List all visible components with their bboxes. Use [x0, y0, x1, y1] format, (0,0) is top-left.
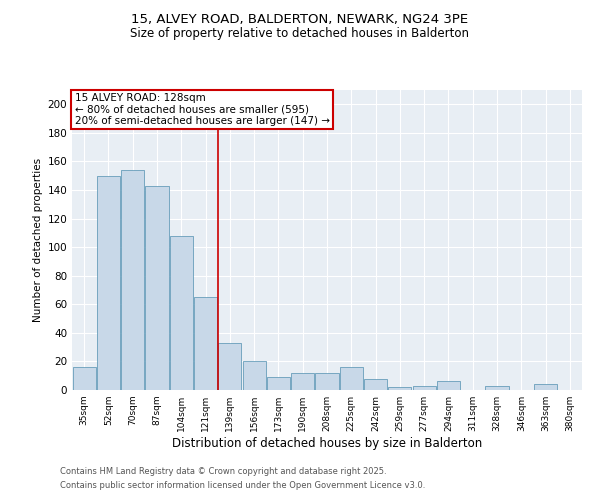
- Text: Contains public sector information licensed under the Open Government Licence v3: Contains public sector information licen…: [60, 481, 425, 490]
- Bar: [485, 386, 509, 390]
- Bar: [316, 373, 338, 390]
- Bar: [437, 382, 460, 390]
- Y-axis label: Number of detached properties: Number of detached properties: [33, 158, 43, 322]
- X-axis label: Distribution of detached houses by size in Balderton: Distribution of detached houses by size …: [172, 437, 482, 450]
- Bar: [97, 176, 120, 390]
- Bar: [73, 367, 95, 390]
- Bar: [413, 386, 436, 390]
- Bar: [388, 387, 412, 390]
- Bar: [291, 373, 314, 390]
- Bar: [267, 377, 290, 390]
- Bar: [218, 343, 241, 390]
- Bar: [145, 186, 169, 390]
- Bar: [170, 236, 193, 390]
- Bar: [194, 297, 217, 390]
- Text: Contains HM Land Registry data © Crown copyright and database right 2025.: Contains HM Land Registry data © Crown c…: [60, 467, 386, 476]
- Bar: [364, 378, 387, 390]
- Bar: [340, 367, 363, 390]
- Bar: [121, 170, 144, 390]
- Text: Size of property relative to detached houses in Balderton: Size of property relative to detached ho…: [131, 28, 470, 40]
- Text: 15 ALVEY ROAD: 128sqm
← 80% of detached houses are smaller (595)
20% of semi-det: 15 ALVEY ROAD: 128sqm ← 80% of detached …: [74, 93, 329, 126]
- Text: 15, ALVEY ROAD, BALDERTON, NEWARK, NG24 3PE: 15, ALVEY ROAD, BALDERTON, NEWARK, NG24 …: [131, 12, 469, 26]
- Bar: [534, 384, 557, 390]
- Bar: [242, 362, 266, 390]
